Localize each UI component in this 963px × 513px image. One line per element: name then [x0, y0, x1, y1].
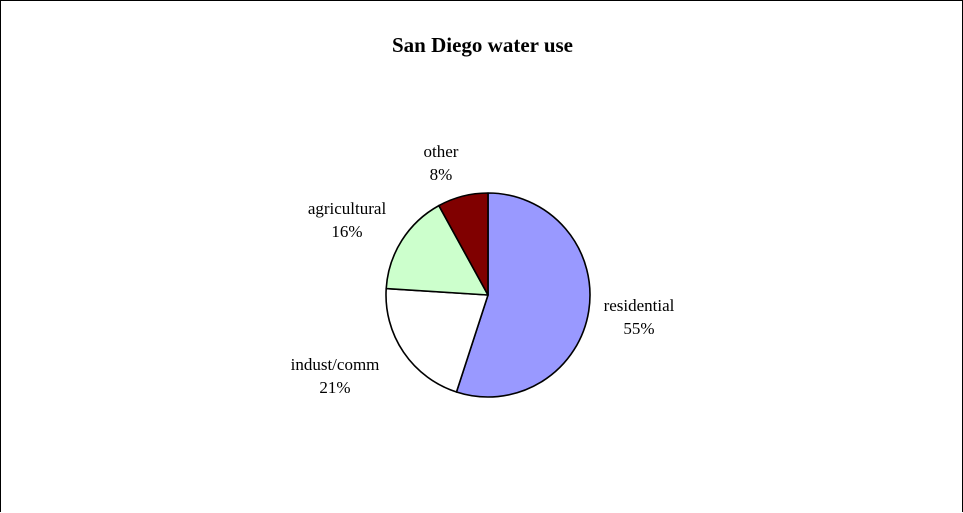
- slice-label-residential: residential 55%: [589, 294, 689, 340]
- slice-percent-residential: 55%: [589, 317, 689, 340]
- slice-name-indust-comm: indust/comm: [275, 353, 395, 376]
- slice-label-agricultural: agricultural 16%: [287, 197, 407, 243]
- slice-percent-other: 8%: [401, 163, 481, 186]
- slice-percent-indust-comm: 21%: [275, 376, 395, 399]
- slice-label-indust-comm: indust/comm 21%: [275, 353, 395, 399]
- slice-name-residential: residential: [589, 294, 689, 317]
- slice-name-other: other: [401, 140, 481, 163]
- slice-percent-agricultural: 16%: [287, 220, 407, 243]
- slice-label-other: other 8%: [401, 140, 481, 186]
- slice-name-agricultural: agricultural: [287, 197, 407, 220]
